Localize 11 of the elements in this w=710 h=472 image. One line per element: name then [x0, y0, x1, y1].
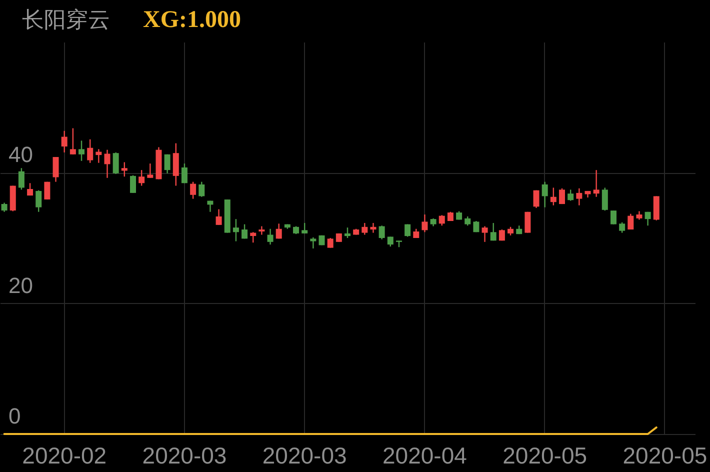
y-tick-label: 20: [8, 272, 33, 298]
x-tick-label: 2020-05: [502, 442, 588, 468]
chart-title: 长阳穿云: [22, 8, 110, 33]
y-tick-label: 40: [8, 142, 33, 168]
x-tick-label: 2020-03: [142, 442, 227, 468]
x-tick-label: 2020-03: [262, 442, 347, 468]
y-tick-label: 0: [8, 404, 21, 428]
x-tick-label: 2020-05: [622, 442, 708, 468]
text: XG:1.000: [143, 7, 241, 33]
x-tick-label: 2020-04: [382, 442, 468, 468]
x-tick-label: 2020-02: [22, 442, 107, 468]
